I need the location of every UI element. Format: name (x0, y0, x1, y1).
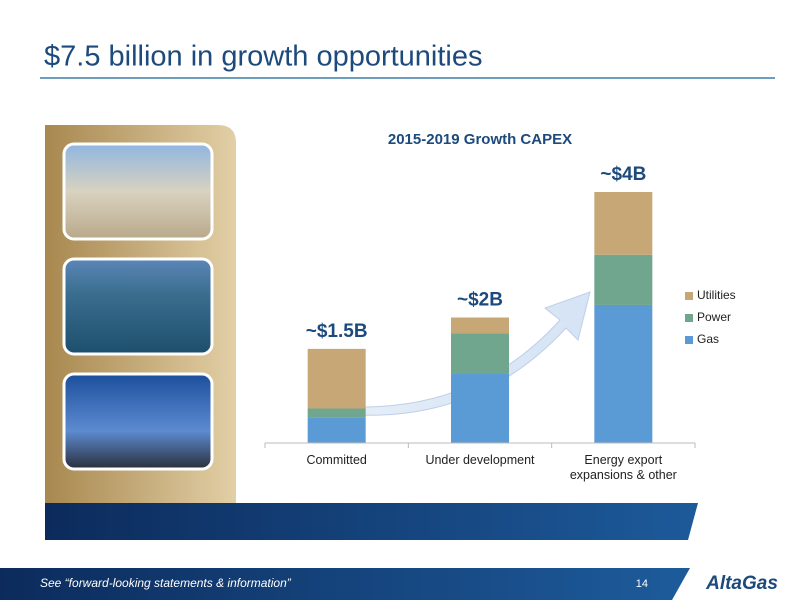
x-tick-label: Under development (425, 453, 535, 467)
total-label: ~$1.5B (306, 321, 368, 342)
bar-segment (594, 304, 653, 443)
legend-swatch (685, 314, 693, 322)
legend-swatch (685, 292, 693, 300)
bottom-band (45, 503, 698, 540)
legend-swatch (685, 336, 693, 344)
legend-label: Utilities (697, 288, 736, 302)
footer-note: See “forward-looking statements & inform… (40, 576, 292, 590)
logo: AltaGas (705, 573, 778, 594)
total-label: ~$4B (600, 164, 646, 185)
total-label: ~$2B (457, 290, 503, 311)
footer-bar (0, 568, 670, 600)
photo-terminal (62, 257, 214, 356)
slide-title: $7.5 billion in growth opportunities (44, 41, 483, 73)
footer-slant (652, 568, 690, 600)
growth-arrow (324, 291, 591, 416)
x-tick-label: Committed (306, 453, 367, 467)
chart-title: 2015-2019 Growth CAPEX (388, 131, 572, 148)
bar-segment (307, 348, 366, 409)
bar-segment (307, 417, 366, 443)
legend-label: Gas (697, 332, 719, 346)
bar-segment (451, 333, 509, 374)
photo-plant (62, 372, 214, 471)
photo-facility (62, 142, 214, 241)
bar-segment (594, 192, 653, 255)
bar-segment (451, 317, 509, 334)
page-number: 14 (636, 578, 648, 590)
legend-label: Power (697, 310, 731, 324)
bar-segment (307, 408, 366, 418)
x-tick-label: Energy export expansions & other (569, 453, 677, 482)
bar-segment (451, 373, 509, 443)
bar-segment (594, 254, 653, 305)
